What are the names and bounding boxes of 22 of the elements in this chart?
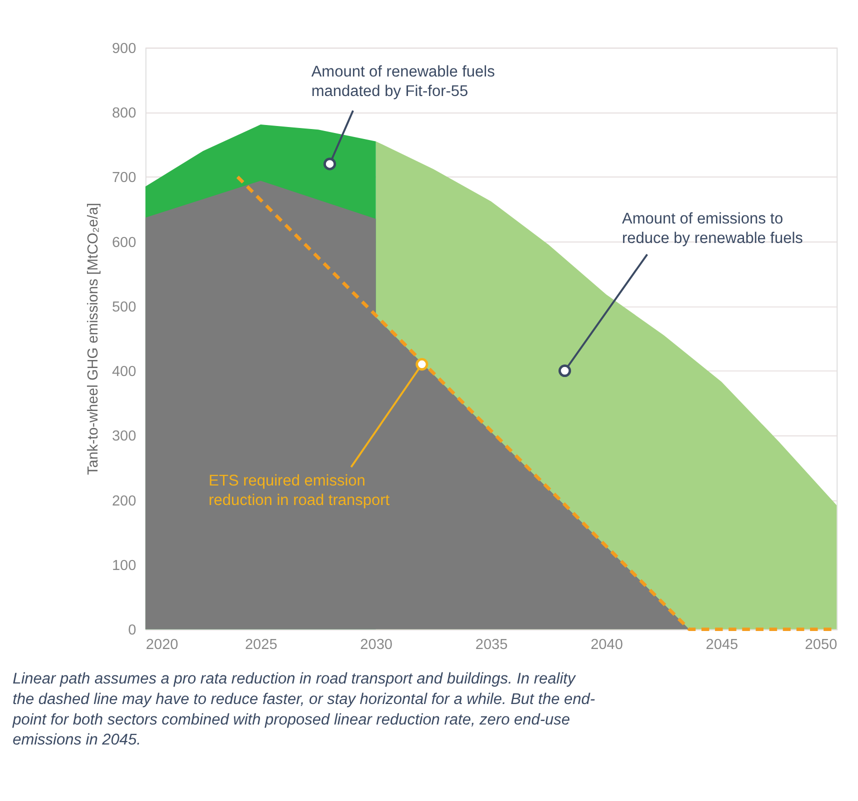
x-tick-label: 2045 [706,637,738,654]
y-tick-label: 900 [112,40,136,57]
y-tick-label: 0 [128,622,136,639]
y-tick-label: 800 [112,106,136,122]
y-tick-label: 700 [112,170,136,186]
y-tick-label: 100 [112,558,136,574]
x-tick-label: 2020 [146,637,178,654]
text: Linear path assumes a pro rata reduction in road transport and buildings. In reality the dashed line may have to reduce faster, or stay horizontal for a while. But the end- point for both sectors combined with proposed linear reduction rate, zero end-use emissions in 2045. [12,670,596,749]
y-tick-label: 300 [112,428,136,445]
y-tick-label: 200 [112,493,136,510]
y-tick-label: 500 [112,299,136,316]
annotation: Amount of renewable fuels mandated by Fit-for-55 [311,64,496,100]
y-tick-label: 600 [112,234,136,251]
y-axis-title: Tank-to-wheel GHG emissions [MtCO₂e/a] [85,202,102,476]
annotation: Amount of emissions to reduce by renewable fuels [622,210,804,247]
x-tick-label: 2025 [244,637,278,654]
annotation: ETS required emission reduction in road transport [208,472,390,509]
x-tick-label: 2035 [475,637,508,654]
x-tick-label: 2030 [360,637,392,654]
x-tick-label: 2040 [590,637,623,654]
y-tick-label: 400 [112,364,136,380]
x-tick-label: 2050 [804,637,838,654]
